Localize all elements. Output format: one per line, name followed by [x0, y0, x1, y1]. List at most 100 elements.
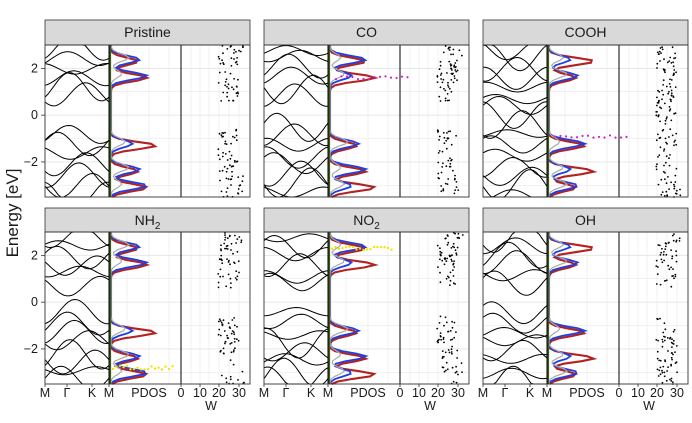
band-line: [263, 234, 329, 259]
w-point: [675, 254, 678, 257]
pdos-point: [376, 246, 379, 249]
band-line: [482, 270, 548, 296]
w-point: [661, 46, 663, 49]
w-point: [227, 178, 230, 180]
w-point: [454, 174, 456, 177]
w-point: [670, 181, 672, 184]
pdos-point: [146, 367, 150, 371]
panel-title: NH2: [135, 212, 161, 232]
x-tick-label: Γ: [283, 386, 290, 400]
w-point: [226, 244, 229, 247]
w-point: [436, 75, 439, 78]
w-point: [453, 266, 456, 268]
w-point: [453, 321, 456, 324]
band-line: [44, 172, 110, 198]
w-point: [236, 250, 239, 253]
w-point: [661, 247, 663, 250]
w-point: [224, 81, 227, 83]
band-line: [44, 298, 110, 325]
w-point: [231, 165, 234, 168]
w-point: [670, 377, 673, 380]
w-point: [440, 78, 442, 80]
panel-frame: [44, 44, 251, 198]
w-point: [656, 357, 659, 360]
w-point: [236, 238, 239, 241]
w-point: [229, 157, 232, 160]
band-line: [263, 306, 329, 317]
w-point: [446, 275, 449, 278]
band-lines: [482, 231, 548, 385]
w-point: [449, 339, 452, 341]
w-point: [232, 331, 235, 334]
w-point: [672, 239, 675, 242]
w-point: [672, 353, 674, 356]
w-point: [447, 178, 450, 180]
w-point: [664, 245, 667, 248]
w-point: [442, 188, 445, 190]
w-point: [442, 189, 445, 192]
band-line: [482, 241, 548, 269]
w-point: [437, 130, 440, 133]
w-point: [451, 254, 453, 257]
band-line: [482, 148, 548, 162]
pdos-point: [373, 75, 376, 79]
pdos-point: [157, 366, 160, 369]
w-point: [666, 61, 669, 64]
w-point: [669, 98, 672, 101]
w-point: [222, 347, 225, 350]
w-tick-label: 30: [451, 386, 465, 400]
pdos-label: PDOS: [569, 386, 604, 400]
w-point: [442, 162, 444, 165]
w-point: [454, 249, 457, 252]
w-point: [678, 240, 681, 242]
w-point: [226, 187, 229, 190]
w-point: [663, 148, 666, 151]
w-point: [439, 64, 442, 67]
w-point: [660, 52, 662, 54]
w-point: [444, 351, 447, 354]
w-point: [453, 260, 455, 262]
panel-frame: [263, 44, 470, 198]
w-point: [452, 242, 455, 245]
pdos-point: [619, 136, 623, 139]
w-point: [674, 86, 677, 88]
w-point: [665, 182, 668, 185]
w-point: [671, 358, 673, 361]
band-line: [263, 253, 329, 277]
pdos-point: [344, 245, 348, 249]
pdos-point: [348, 245, 351, 249]
w-point: [231, 319, 234, 321]
w-point: [672, 268, 674, 270]
w-point: [224, 340, 227, 343]
w-point: [666, 142, 668, 145]
w-point: [449, 157, 451, 160]
w-point: [447, 84, 449, 87]
w-point: [218, 170, 221, 173]
w-point: [657, 51, 659, 54]
w-point: [442, 78, 445, 81]
w-point: [437, 266, 439, 268]
w-point: [233, 52, 235, 54]
pdos-point: [367, 78, 371, 81]
w-point: [664, 328, 667, 331]
w-point: [657, 114, 660, 116]
w-point: [438, 68, 441, 71]
band-line: [44, 265, 110, 278]
pdos-point: [553, 135, 557, 138]
w-point: [445, 139, 448, 142]
w-point: [655, 165, 658, 168]
w-point: [458, 236, 460, 239]
w-point: [222, 91, 225, 94]
w-point: [235, 128, 238, 131]
w-point: [448, 60, 451, 63]
pdos-curve: [329, 44, 369, 198]
w-point: [664, 71, 666, 74]
w-point: [666, 116, 668, 118]
w-point: [671, 275, 673, 277]
w-point: [226, 167, 229, 170]
w-point: [437, 172, 440, 175]
band-line: [263, 53, 329, 79]
w-point: [458, 49, 461, 52]
w-point: [662, 93, 665, 96]
w-point: [660, 251, 663, 254]
